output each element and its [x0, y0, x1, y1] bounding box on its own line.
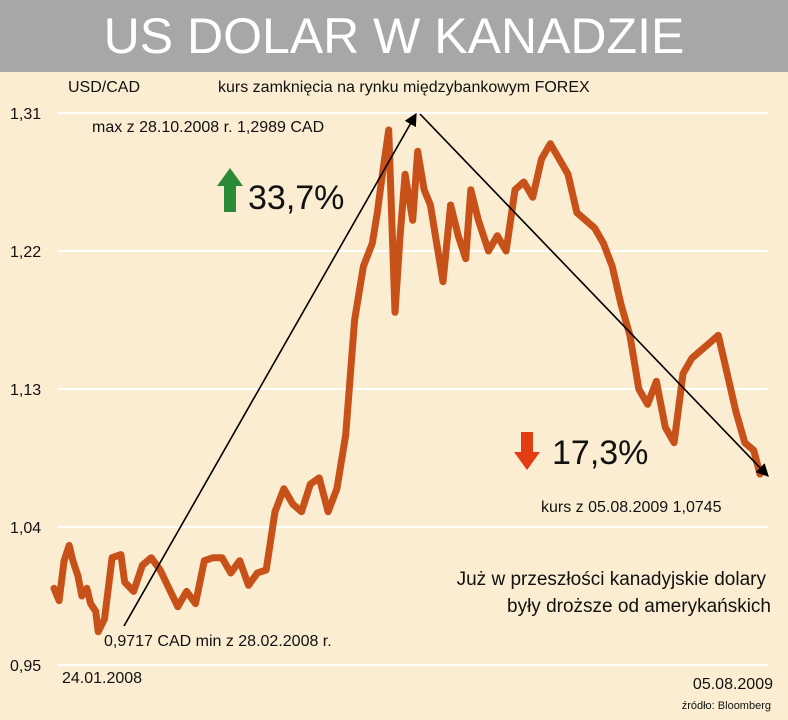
chart-subtitle: kurs zamknięcia na rynku międzybankowym …: [218, 79, 590, 96]
up-arrow-icon: [217, 168, 243, 212]
x-start-label: 24.01.2008: [62, 670, 142, 687]
down-percentage-label: 17,3%: [552, 434, 648, 472]
down-arrow-icon: [514, 432, 540, 470]
y-tick-label: 1,13: [10, 382, 41, 399]
max-annotation: max z 28.10.2008 r. 1,2989 CAD: [92, 119, 324, 136]
x-end-label: 05.08.2009: [693, 676, 773, 693]
line-chart: 1,31 1,22 1,13 1,04 0,95 USD/CAD kurs zamkni…: [10, 79, 773, 712]
y-axis-ticks: 1,31 1,22 1,13 1,04 0,95: [10, 106, 41, 675]
gridlines: [58, 112, 768, 666]
y-tick-label: 1,04: [10, 520, 41, 537]
y-axis-label: USD/CAD: [68, 79, 140, 96]
chart-title: US DOLAR W KANADZIE: [0, 0, 788, 72]
y-tick-label: 1,31: [10, 106, 41, 123]
up-percentage-label: 33,7%: [248, 179, 344, 217]
trend-arrow-up: [123, 112, 417, 627]
y-tick-label: 0,95: [10, 658, 41, 675]
note-line-1: Już w przeszłości kanadyjskie dolary: [457, 569, 767, 590]
series-line: [50, 126, 764, 636]
source-label: źródło: Bloomberg: [682, 700, 771, 712]
last-value-annotation: kurs z 05.08.2009 1,0745: [541, 499, 722, 516]
trend-arrow-down: [419, 113, 769, 477]
note-line-2: były droższe od amerykańskich: [507, 596, 771, 617]
y-tick-label: 1,22: [10, 244, 41, 261]
min-annotation: 0,9717 CAD min z 28.02.2008 r.: [104, 633, 332, 650]
